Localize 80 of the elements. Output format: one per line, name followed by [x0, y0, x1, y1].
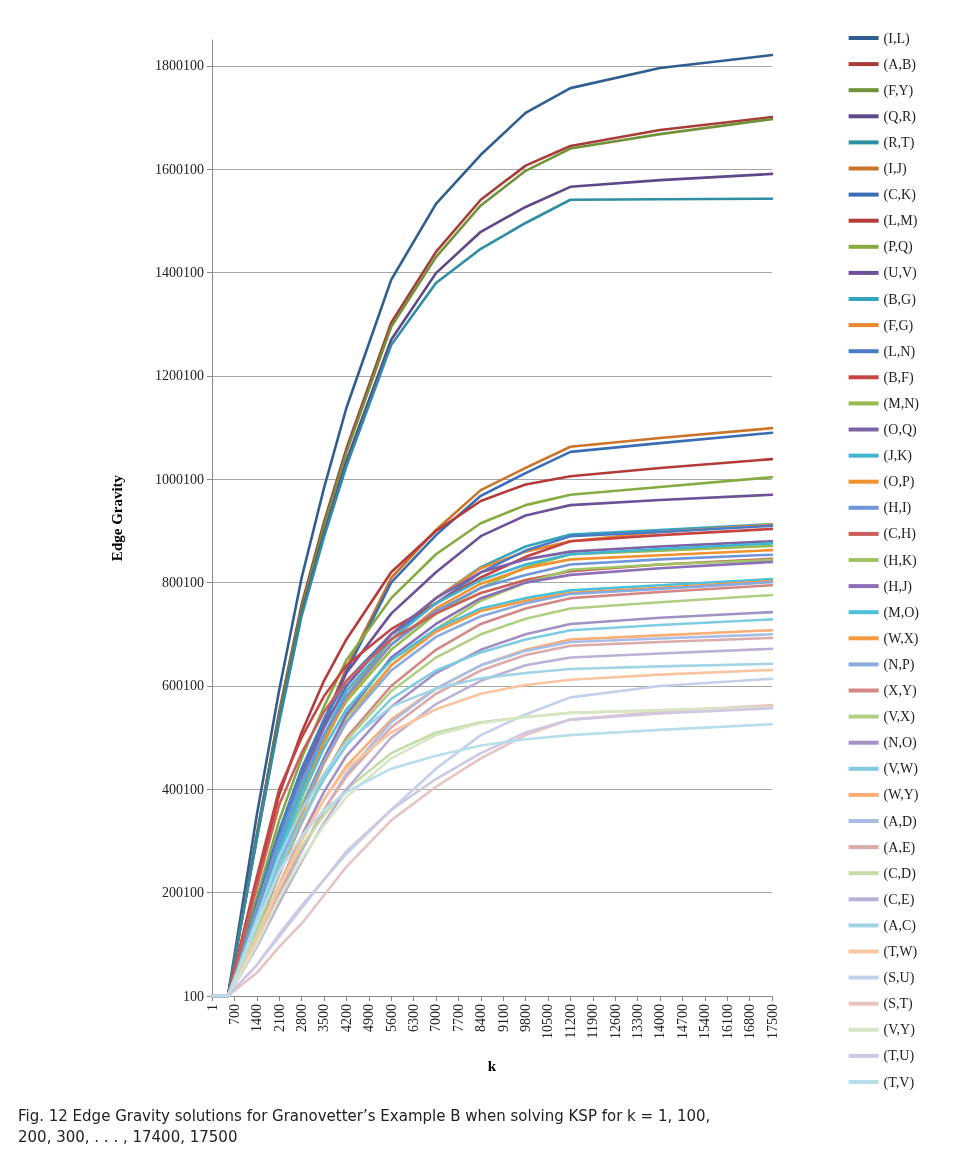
- x-tick-label: 6300: [406, 1004, 422, 1032]
- legend-label: (T,U): [883, 1048, 915, 1065]
- legend-label: (C,H): [883, 526, 917, 543]
- x-tick-label: 2100: [271, 1004, 287, 1032]
- x-tick-label: 15400: [697, 1004, 713, 1039]
- y-tick-label: 1800100: [155, 58, 204, 74]
- legend-label: (U,V): [883, 265, 917, 282]
- x-tick-label: 7700: [450, 1004, 466, 1032]
- legend-label: (T,W): [883, 944, 918, 960]
- legend-label: (R,T): [883, 134, 915, 151]
- legend-label: (F,Y): [883, 82, 914, 99]
- legend-label: (A,E): [883, 839, 916, 856]
- x-tick-label: 10500: [540, 1004, 556, 1039]
- legend-label: (Q,R): [883, 108, 917, 125]
- legend-label: (B,G): [883, 291, 917, 308]
- y-tick-label: 1200100: [155, 368, 204, 384]
- legend-label: (O,P): [883, 474, 915, 491]
- legend-label: (W,Y): [883, 787, 919, 804]
- x-tick-label: 13300: [630, 1004, 646, 1039]
- legend-label: (L,M): [883, 213, 918, 230]
- legend-label: (V,X): [883, 709, 916, 726]
- legend-label: (A,D): [883, 813, 917, 830]
- legend-label: (M,O): [883, 604, 920, 621]
- x-tick-label: 9100: [495, 1004, 511, 1032]
- legend-label: (B,F): [883, 369, 914, 386]
- x-tick-label: 16800: [742, 1004, 758, 1039]
- legend-label: (I,L): [883, 30, 910, 47]
- legend-label: (S,U): [883, 970, 915, 987]
- legend-label: (H,I): [883, 500, 912, 517]
- y-tick-label: 200100: [162, 885, 204, 901]
- y-tick-label: 400100: [162, 781, 204, 797]
- legend-label: (L,N): [883, 343, 916, 360]
- y-tick-label: 100: [183, 988, 204, 1004]
- y-tick-label: 600100: [162, 678, 204, 694]
- x-tick-label: 2800: [294, 1004, 310, 1032]
- legend-label: (H,K): [883, 552, 917, 569]
- x-tick-label: 3500: [316, 1004, 332, 1032]
- x-tick-label: 8400: [473, 1004, 489, 1032]
- x-tick-label: 14000: [652, 1004, 668, 1039]
- x-tick-label: 12600: [607, 1004, 623, 1039]
- legend-label: (H,J): [883, 578, 913, 595]
- legend-label: (O,Q): [883, 422, 917, 438]
- legend-label: (P,Q): [883, 239, 914, 256]
- x-tick-label: 5600: [383, 1004, 399, 1032]
- legend-label: (W,X): [883, 630, 919, 647]
- x-tick-label: 9800: [518, 1004, 534, 1032]
- x-tick-label: 1: [204, 1004, 220, 1011]
- x-tick-label: 700: [226, 1004, 242, 1025]
- x-tick-label: 4200: [338, 1004, 354, 1032]
- legend-label: (F,G): [883, 317, 914, 334]
- caption: Fig. 12 Edge Gravity solutions for Granovetter’s Example B when solving KSP for k = 1, 100, 200, 300, . . . , 17400, 17500: [18, 1106, 712, 1148]
- legend-label: (J,K): [883, 448, 913, 465]
- y-tick-label: 1400100: [155, 265, 204, 281]
- legend-label: (X,Y): [883, 683, 917, 699]
- y-tick-label: 800100: [162, 575, 204, 591]
- legend-label: (T,V): [883, 1074, 915, 1091]
- y-axis-title: Edge Gravity: [108, 474, 125, 562]
- x-tick-label: 7000: [428, 1004, 444, 1032]
- legend-label: (M,N): [883, 395, 920, 412]
- y-tick-label: 1000100: [155, 471, 204, 487]
- y-tick-label: 1600100: [155, 161, 204, 177]
- legend-label: (V,Y): [883, 1022, 916, 1039]
- legend-label: (C,K): [883, 187, 917, 204]
- legend-label: (V,W): [883, 761, 919, 778]
- x-tick-label: 14700: [674, 1004, 690, 1039]
- legend-label: (I,J): [883, 161, 907, 177]
- legend-label: (A,C): [883, 917, 917, 934]
- x-tick-label: 4900: [361, 1004, 377, 1032]
- x-tick-label: 17500: [764, 1004, 780, 1039]
- legend-label: (A,B): [883, 56, 917, 73]
- x-tick-label: 11200: [562, 1004, 578, 1039]
- legend-label: (N,O): [883, 735, 917, 752]
- x-tick-label: 11900: [585, 1004, 601, 1039]
- x-tick-label: 16100: [719, 1004, 735, 1039]
- legend-label: (S,T): [883, 996, 914, 1013]
- legend-label: (C,E): [883, 891, 915, 908]
- legend-label: (C,D): [883, 865, 917, 882]
- x-tick-label: 1400: [249, 1004, 265, 1032]
- legend-label: (N,P): [883, 656, 915, 673]
- x-axis-title: k: [487, 1057, 497, 1074]
